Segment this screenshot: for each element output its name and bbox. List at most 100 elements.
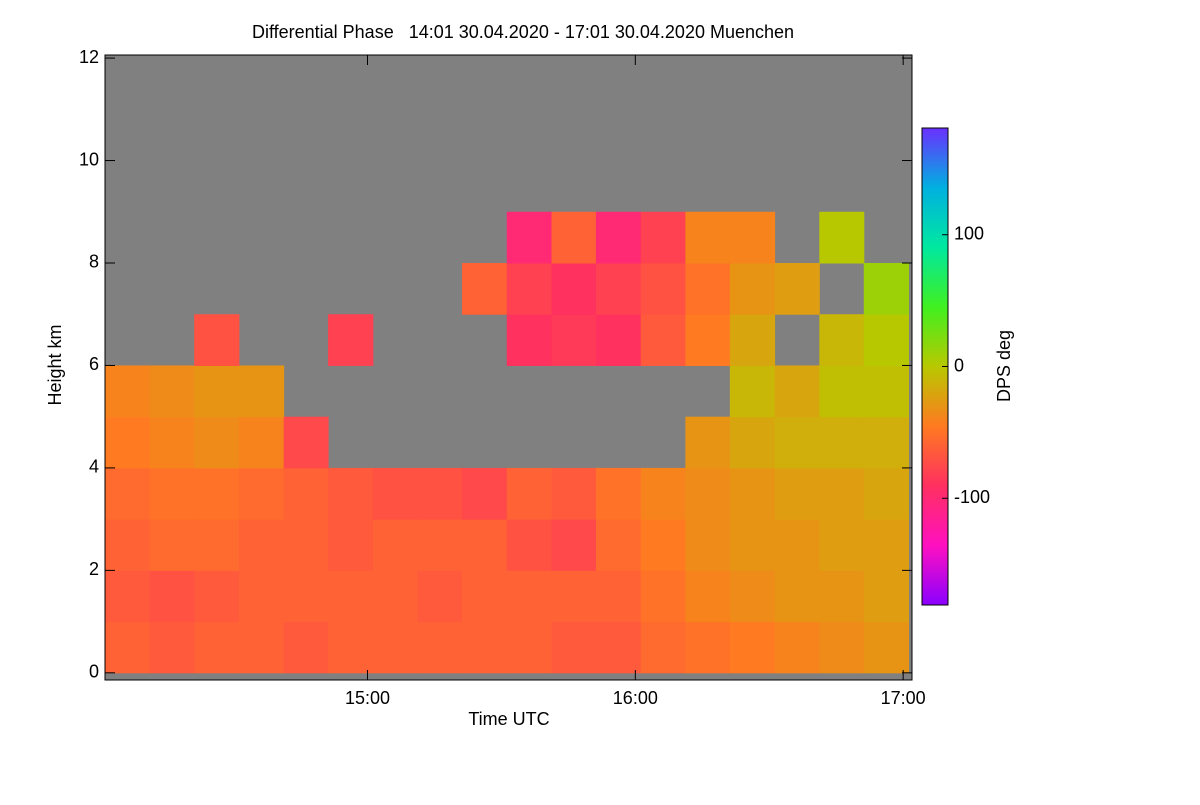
heatmap-cell	[551, 211, 597, 264]
heatmap-cell	[729, 262, 776, 315]
heatmap-cell	[729, 314, 776, 366]
heatmap-cell	[506, 467, 552, 520]
x-tick-label: 17:00	[881, 688, 926, 708]
heatmap-cell	[149, 416, 195, 469]
heatmap-cell	[328, 519, 374, 571]
colorbar-tick-label: -100	[954, 487, 990, 507]
heatmap-cell	[149, 570, 195, 623]
heatmap-cell	[462, 467, 508, 520]
heatmap-cell	[194, 467, 240, 520]
heatmap-cell	[819, 314, 865, 366]
heatmap-cell	[105, 621, 151, 674]
heatmap-cell	[238, 519, 285, 571]
heatmap-cell	[238, 416, 285, 469]
heatmap-cell	[685, 314, 731, 366]
heatmap-cell	[149, 519, 195, 571]
heatmap-cell	[685, 621, 731, 674]
heatmap-cell	[328, 621, 374, 674]
heatmap-cell	[774, 262, 820, 315]
heatmap-cell	[640, 621, 686, 674]
heatmap-cell	[595, 262, 642, 315]
heatmap-cell	[462, 621, 508, 674]
heatmap-cell	[819, 365, 865, 418]
heatmap-cell	[417, 570, 463, 623]
heatmap-cell	[729, 467, 776, 520]
heatmap-cell	[328, 314, 374, 366]
heatmap-cell	[551, 467, 597, 520]
heatmap-cell	[462, 262, 508, 315]
y-tick-label: 6	[89, 354, 99, 374]
heatmap-cell	[595, 314, 642, 366]
heatmap-cell	[372, 519, 419, 571]
heatmap-cell	[283, 570, 329, 623]
plot-frame	[104, 54, 913, 681]
heatmap-cell	[238, 570, 285, 623]
heatmap-cell	[551, 570, 597, 623]
colorbar-tick-label: 100	[954, 223, 984, 243]
y-tick-label: 10	[79, 149, 99, 169]
y-tick-label: 8	[89, 252, 99, 272]
chart-title: Differential Phase 14:01 30.04.2020 - 17…	[252, 22, 794, 42]
heatmap-cell	[462, 519, 508, 571]
heatmap-cell	[774, 467, 820, 520]
colorbar-tick-label: 0	[954, 355, 964, 375]
heatmap-cell	[194, 621, 240, 674]
heatmap-cell	[774, 621, 820, 674]
heatmap-cell	[417, 519, 463, 571]
heatmap-cell	[238, 365, 285, 418]
heatmap-cell	[863, 262, 910, 315]
heatmap-cell	[819, 570, 865, 623]
y-tick-label: 12	[79, 47, 99, 67]
heatmap-cell	[149, 621, 195, 674]
heatmap-cell	[372, 467, 419, 520]
heatmap-cell	[640, 262, 686, 315]
plot-area	[105, 55, 912, 680]
heatmap-cell	[506, 211, 552, 264]
heatmap-cell	[774, 365, 820, 418]
heatmap-cell	[640, 211, 686, 264]
heatmap-cell	[238, 467, 285, 520]
heatmap-cell	[105, 467, 151, 520]
heatmap-cell	[595, 211, 642, 264]
heatmap-cell	[462, 570, 508, 623]
heatmap-cell	[372, 621, 419, 674]
heatmap-cell	[685, 211, 731, 264]
heatmap-cell	[863, 365, 910, 418]
heatmap-cell	[105, 416, 151, 469]
x-tick-label: 16:00	[613, 688, 658, 708]
y-tick-label: 2	[89, 559, 99, 579]
heatmap-cell	[105, 365, 151, 418]
heatmap-cell	[685, 519, 731, 571]
heatmap-cell	[685, 467, 731, 520]
heatmap-cell	[729, 570, 776, 623]
heatmap-cell	[863, 621, 910, 674]
colorbar-label: DPS deg	[994, 330, 1014, 402]
heatmap-cell	[774, 416, 820, 469]
heatmap-cell	[729, 416, 776, 469]
heatmap-cell	[506, 519, 552, 571]
x-axis-label: Time UTC	[468, 709, 549, 729]
heatmap-cell	[640, 467, 686, 520]
heatmap-cell	[729, 365, 776, 418]
heatmap-cell	[863, 314, 910, 366]
heatmap-cell	[506, 570, 552, 623]
heatmap-cell	[819, 621, 865, 674]
heatmap-cell	[149, 365, 195, 418]
heatmap-cell	[729, 519, 776, 571]
heatmap-cell	[685, 262, 731, 315]
heatmap-cell	[194, 519, 240, 571]
heatmap-cell	[194, 314, 240, 366]
heatmap-cell	[551, 621, 597, 674]
heatmap-cell	[194, 416, 240, 469]
heatmap-cell	[551, 519, 597, 571]
heatmap-cell	[863, 570, 910, 623]
heatmap-cell	[863, 467, 910, 520]
heatmap-cell	[328, 467, 374, 520]
heatmap-cell	[774, 519, 820, 571]
heatmap-cell	[640, 570, 686, 623]
heatmap-cell	[640, 519, 686, 571]
heatmap-cell	[506, 621, 552, 674]
heatmap-cell	[640, 314, 686, 366]
heatmap-cell	[372, 570, 419, 623]
